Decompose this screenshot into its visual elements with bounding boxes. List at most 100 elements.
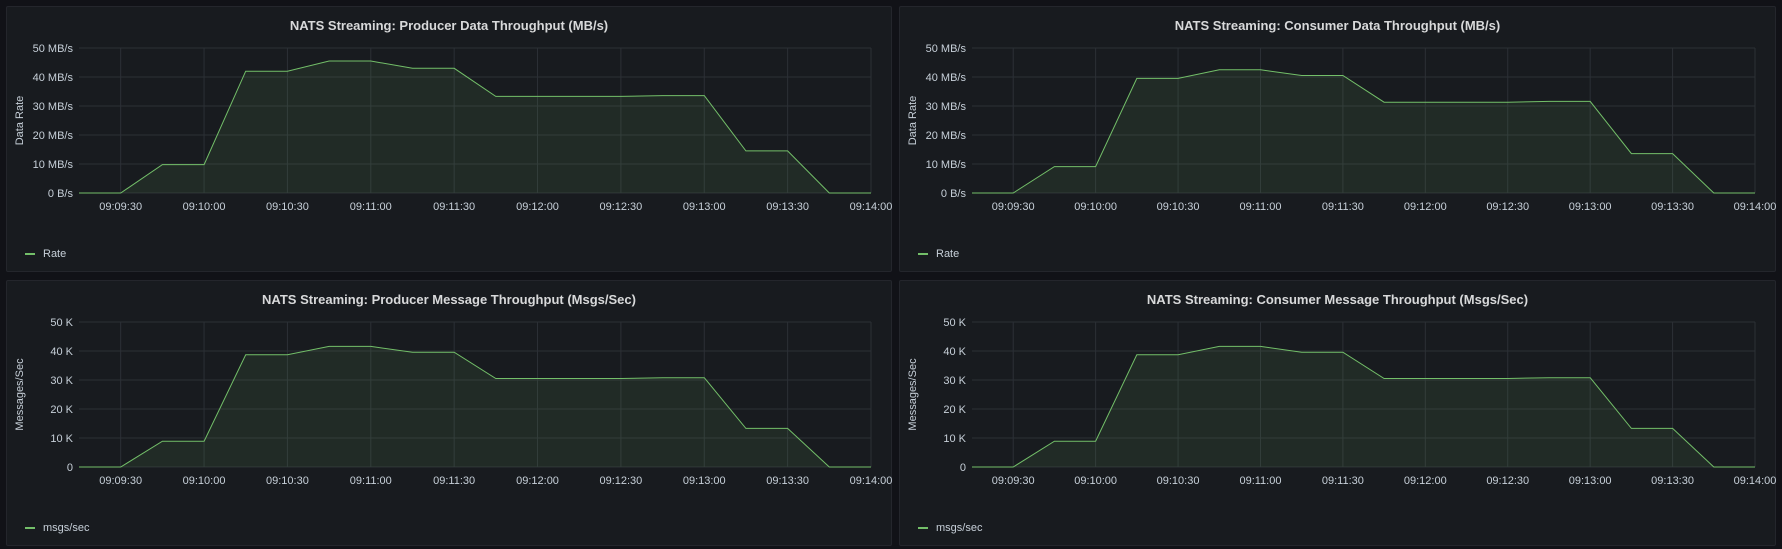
legend[interactable]: Rate — [25, 248, 66, 260]
producer-message-throughput-chart[interactable]: 0 10 K 20 K 30 K 40 K 50 K 09:09:30 09:10:00 09:… — [7, 281, 893, 547]
data-point[interactable] — [245, 354, 246, 355]
legend-label[interactable]: msgs/sec — [43, 522, 90, 534]
data-point[interactable] — [454, 352, 455, 353]
data-point[interactable] — [787, 428, 788, 429]
data-point[interactable] — [1507, 102, 1508, 103]
data-point[interactable] — [204, 441, 205, 442]
data-point[interactable] — [620, 378, 621, 379]
data-point[interactable] — [1342, 75, 1343, 76]
data-point[interactable] — [871, 467, 872, 468]
legend-label[interactable]: msgs/sec — [936, 522, 983, 534]
data-point[interactable] — [1548, 377, 1549, 378]
data-point[interactable] — [79, 193, 80, 194]
producer-data-throughput-chart[interactable]: 0 B/s 10 MB/s 20 MB/s 30 MB/s 40 MB/s 50 MB/s… — [7, 7, 893, 273]
data-point[interactable] — [120, 193, 121, 194]
data-point[interactable] — [1713, 467, 1714, 468]
data-point[interactable] — [1713, 193, 1714, 194]
data-point[interactable] — [1054, 166, 1055, 167]
data-point[interactable] — [704, 95, 705, 96]
data-point[interactable] — [1054, 441, 1055, 442]
data-point[interactable] — [1013, 193, 1014, 194]
data-point[interactable] — [245, 71, 246, 72]
data-point[interactable] — [1342, 352, 1343, 353]
data-point[interactable] — [1301, 352, 1302, 353]
panel-consumer-data-throughput[interactable]: NATS Streaming: Consumer Data Throughput… — [899, 6, 1776, 272]
data-point[interactable] — [287, 71, 288, 72]
consumer-message-throughput-chart[interactable]: 0 10 K 20 K 30 K 40 K 50 K 09:09:30 09:10:00 09:… — [900, 281, 1777, 547]
data-point[interactable] — [829, 467, 830, 468]
panel-title[interactable]: NATS Streaming: Producer Data Throughput… — [289, 18, 609, 33]
data-point[interactable] — [495, 378, 496, 379]
data-point[interactable] — [204, 164, 205, 165]
data-point[interactable] — [579, 96, 580, 97]
data-point[interactable] — [1425, 378, 1426, 379]
legend[interactable]: msgs/sec — [918, 522, 982, 534]
data-point[interactable] — [120, 467, 121, 468]
data-point[interactable] — [454, 68, 455, 69]
data-point[interactable] — [1631, 153, 1632, 154]
data-point[interactable] — [370, 61, 371, 62]
legend[interactable]: Rate — [918, 248, 959, 260]
data-point[interactable] — [1425, 102, 1426, 103]
data-point[interactable] — [829, 193, 830, 194]
series-line[interactable] — [79, 60, 871, 194]
data-point[interactable] — [1507, 378, 1508, 379]
panel-producer-message-throughput[interactable]: NATS Streaming: Producer Message Through… — [6, 280, 892, 546]
data-point[interactable] — [537, 378, 538, 379]
data-point[interactable] — [1590, 377, 1591, 378]
data-point[interactable] — [495, 96, 496, 97]
data-point[interactable] — [1178, 78, 1179, 79]
consumer-data-throughput-chart[interactable]: 0 B/s 10 MB/s 20 MB/s 30 MB/s 40 MB/s 50 MB/s… — [900, 7, 1777, 273]
series-line[interactable] — [79, 345, 871, 468]
data-point[interactable] — [329, 346, 330, 347]
data-point[interactable] — [1013, 467, 1014, 468]
series-line[interactable] — [972, 69, 1755, 194]
data-point[interactable] — [79, 467, 80, 468]
data-point[interactable] — [972, 467, 973, 468]
data-point[interactable] — [662, 377, 663, 378]
data-point[interactable] — [1260, 69, 1261, 70]
data-point[interactable] — [745, 428, 746, 429]
data-point[interactable] — [662, 95, 663, 96]
data-point[interactable] — [412, 68, 413, 69]
data-point[interactable] — [1260, 346, 1261, 347]
data-point[interactable] — [1466, 102, 1467, 103]
data-point[interactable] — [537, 96, 538, 97]
data-point[interactable] — [1136, 78, 1137, 79]
data-point[interactable] — [162, 441, 163, 442]
panel-title[interactable]: NATS Streaming: Producer Message Through… — [262, 292, 636, 307]
data-point[interactable] — [620, 96, 621, 97]
data-point[interactable] — [1095, 166, 1096, 167]
legend-label[interactable]: Rate — [936, 248, 960, 260]
data-point[interactable] — [787, 150, 788, 151]
series-line[interactable] — [972, 345, 1755, 468]
data-point[interactable] — [1631, 428, 1632, 429]
data-point[interactable] — [871, 193, 872, 194]
data-point[interactable] — [1301, 75, 1302, 76]
data-point[interactable] — [579, 378, 580, 379]
panel-producer-data-throughput[interactable]: NATS Streaming: Producer Data Throughput… — [6, 6, 892, 272]
data-point[interactable] — [1384, 378, 1385, 379]
data-point[interactable] — [1672, 428, 1673, 429]
data-point[interactable] — [370, 346, 371, 347]
data-point[interactable] — [1755, 193, 1756, 194]
legend[interactable]: msgs/sec — [25, 522, 89, 534]
data-point[interactable] — [1136, 354, 1137, 355]
data-point[interactable] — [1095, 441, 1096, 442]
data-point[interactable] — [1672, 153, 1673, 154]
panel-title[interactable]: NATS Streaming: Consumer Message Through… — [1146, 292, 1529, 307]
panel-consumer-message-throughput[interactable]: NATS Streaming: Consumer Message Through… — [899, 280, 1776, 546]
data-point[interactable] — [704, 377, 705, 378]
data-point[interactable] — [1178, 354, 1179, 355]
panel-title[interactable]: NATS Streaming: Consumer Data Throughput… — [1174, 18, 1501, 33]
data-point[interactable] — [972, 193, 973, 194]
data-point[interactable] — [1219, 69, 1220, 70]
data-point[interactable] — [1219, 346, 1220, 347]
data-point[interactable] — [1548, 101, 1549, 102]
data-point[interactable] — [287, 354, 288, 355]
data-point[interactable] — [1590, 101, 1591, 102]
data-point[interactable] — [1466, 378, 1467, 379]
data-point[interactable] — [162, 164, 163, 165]
data-point[interactable] — [745, 150, 746, 151]
data-point[interactable] — [412, 352, 413, 353]
